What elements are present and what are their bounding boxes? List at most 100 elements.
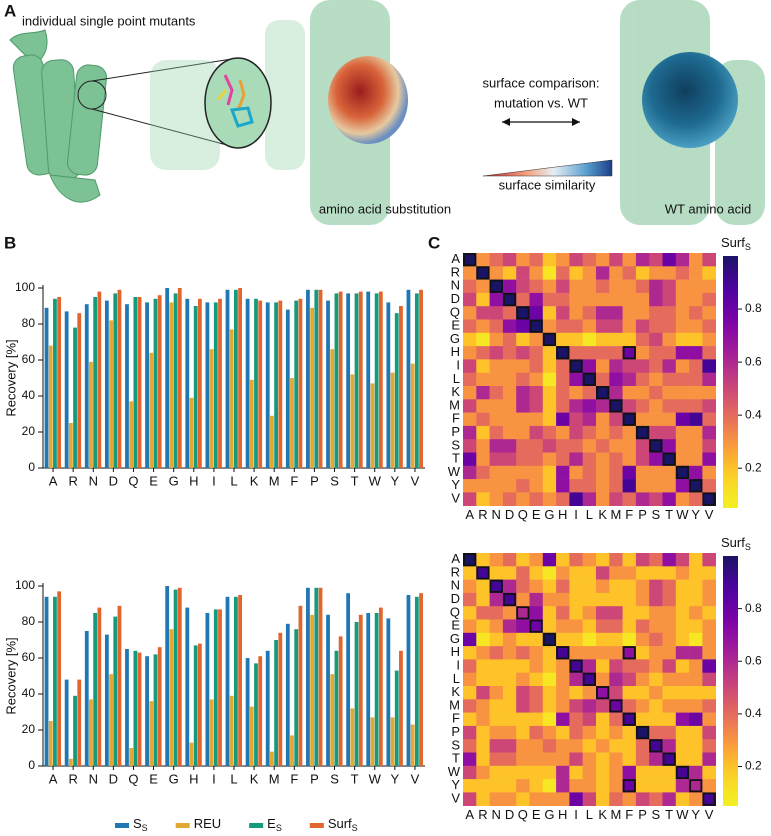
heat-cell bbox=[609, 332, 623, 347]
heat-cell bbox=[502, 566, 517, 580]
heat-cell bbox=[689, 465, 703, 480]
col-label: W bbox=[676, 807, 689, 822]
heat-cell bbox=[689, 739, 703, 753]
y-axis-label: Recovery [%] bbox=[3, 339, 18, 416]
heat-cell bbox=[582, 425, 597, 440]
bar bbox=[298, 605, 303, 766]
heat-cell bbox=[463, 792, 477, 806]
heat-cell bbox=[542, 566, 557, 580]
heat-cell bbox=[582, 346, 597, 360]
heat-cell bbox=[622, 253, 637, 267]
highlight-box bbox=[662, 752, 676, 766]
heat-cell bbox=[489, 492, 504, 506]
heat-cell bbox=[463, 632, 477, 647]
row-label: P bbox=[451, 424, 460, 439]
heat-cell bbox=[569, 553, 583, 567]
y-tick-label: 100 bbox=[15, 280, 35, 294]
heat-cell bbox=[702, 699, 716, 713]
legend-label-sub: S bbox=[352, 823, 358, 833]
heat-cell bbox=[675, 672, 690, 687]
heat-cell bbox=[476, 739, 490, 753]
colorbar-tick-label: 0.2 bbox=[745, 460, 762, 474]
heat-cell bbox=[675, 592, 690, 607]
heat-cell bbox=[516, 779, 530, 793]
heat-cell bbox=[476, 779, 490, 793]
heat-cell bbox=[635, 292, 650, 307]
heat-cell bbox=[463, 319, 477, 334]
bar bbox=[129, 401, 134, 468]
heat-cell bbox=[516, 346, 530, 360]
heat-cell bbox=[476, 372, 490, 387]
heat-cell bbox=[516, 425, 530, 440]
heat-cell bbox=[649, 606, 663, 620]
heat-cell bbox=[596, 553, 610, 567]
heat-cell bbox=[596, 279, 610, 294]
heat-cell bbox=[556, 579, 570, 594]
heat-cell bbox=[635, 479, 650, 493]
highlight-box bbox=[569, 359, 583, 373]
bar bbox=[197, 643, 202, 766]
heat-cell bbox=[622, 699, 637, 713]
heat-cell bbox=[463, 553, 477, 567]
heat-cell bbox=[542, 425, 557, 440]
x-tick-label: T bbox=[351, 771, 359, 786]
heat-cell bbox=[649, 266, 663, 280]
row-label: D bbox=[451, 591, 460, 606]
highlight-box bbox=[569, 659, 583, 673]
heat-cell bbox=[596, 566, 610, 580]
heat-cell bbox=[622, 492, 637, 506]
heat-cell bbox=[622, 739, 637, 753]
heat-cell bbox=[609, 412, 623, 427]
heat-cell bbox=[556, 752, 570, 767]
heat-cell bbox=[556, 553, 570, 567]
heat-cell bbox=[463, 606, 477, 620]
bar bbox=[410, 724, 415, 766]
colorbar bbox=[723, 256, 738, 508]
y-tick-label: 40 bbox=[22, 686, 36, 700]
x-tick-label: F bbox=[290, 473, 298, 488]
heat-cell bbox=[582, 399, 597, 413]
heat-cell bbox=[596, 659, 610, 673]
x-tick-label: F bbox=[290, 771, 298, 786]
heat-cell bbox=[516, 765, 530, 780]
col-label: A bbox=[465, 807, 474, 822]
highlight-box bbox=[622, 412, 636, 426]
heat-cell bbox=[529, 765, 544, 780]
bar bbox=[378, 291, 383, 468]
heat-cell bbox=[649, 752, 663, 767]
heat-cell bbox=[689, 306, 703, 320]
heat-cell bbox=[489, 779, 504, 793]
heat-cell bbox=[476, 306, 490, 320]
heat-cell bbox=[569, 292, 583, 307]
heat-cell bbox=[649, 412, 663, 427]
highlight-box bbox=[516, 606, 530, 620]
highlight-box bbox=[489, 279, 503, 293]
heat-cell bbox=[596, 465, 610, 480]
heat-cell bbox=[502, 579, 517, 594]
bar bbox=[366, 291, 371, 468]
heat-cell bbox=[689, 553, 703, 567]
highlight-box bbox=[649, 439, 663, 453]
heat-cell bbox=[542, 412, 557, 427]
heat-cell bbox=[596, 579, 610, 594]
heat-cell bbox=[489, 632, 504, 647]
bar bbox=[189, 742, 194, 766]
bar bbox=[185, 298, 190, 468]
heat-cell bbox=[569, 779, 583, 793]
heat-cell bbox=[635, 279, 650, 294]
heat-cell bbox=[596, 266, 610, 280]
heat-cell bbox=[516, 386, 530, 400]
heat-cell bbox=[689, 592, 703, 607]
heat-cell bbox=[516, 632, 530, 647]
similarity-scale bbox=[482, 159, 613, 177]
heat-cell bbox=[582, 659, 597, 673]
heat-cell bbox=[463, 739, 477, 753]
bar bbox=[73, 695, 77, 766]
bar bbox=[84, 631, 89, 766]
highlight-box bbox=[476, 266, 490, 280]
heat-cell bbox=[542, 279, 557, 294]
heat-cell bbox=[649, 686, 663, 700]
heat-cell bbox=[502, 319, 517, 334]
col-label: V bbox=[705, 507, 714, 522]
y-tick-label: 100 bbox=[15, 578, 35, 592]
